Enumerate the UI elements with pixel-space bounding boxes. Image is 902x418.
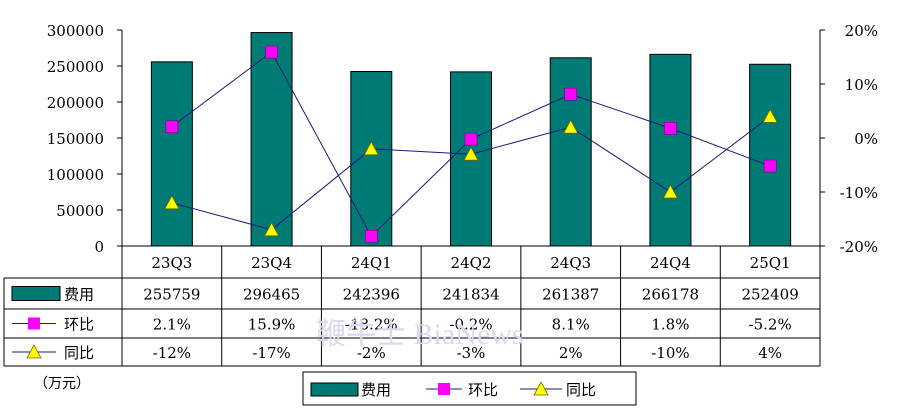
table-cell: -5.2% xyxy=(749,316,792,334)
mom-point xyxy=(763,159,777,173)
yoy-point xyxy=(363,140,379,156)
table-cell: 2.1% xyxy=(153,316,191,334)
table-cell: 296465 xyxy=(243,286,300,304)
table-cell: -10% xyxy=(651,344,689,362)
table-key-square xyxy=(28,317,40,330)
legend-key-triangle xyxy=(533,381,549,396)
mom-point xyxy=(365,230,378,243)
category-label: 24Q4 xyxy=(650,254,691,272)
table-cell: 266178 xyxy=(642,286,699,304)
right-tick-label: 10% xyxy=(845,76,878,94)
left-tick-label: 100000 xyxy=(47,166,104,184)
table-cell: -18.2% xyxy=(345,316,398,334)
table-cell: 261387 xyxy=(542,286,599,304)
table-key-triangle xyxy=(26,344,42,359)
table-key-bar xyxy=(11,286,61,301)
table-cell: 15.9% xyxy=(248,316,296,334)
bar xyxy=(649,53,692,247)
legend-key-bar xyxy=(310,382,359,397)
bar xyxy=(350,70,393,247)
table-row-label: 费用 xyxy=(64,286,94,304)
table-cell: 241834 xyxy=(442,286,499,304)
right-tick-label: 20% xyxy=(845,22,878,40)
table-cell: 4% xyxy=(758,344,782,362)
category-label: 23Q3 xyxy=(151,254,192,272)
mom-point xyxy=(265,45,278,59)
yoy-point xyxy=(662,184,679,199)
legend-key-square xyxy=(438,383,450,395)
mom-point xyxy=(664,122,677,135)
left-tick-label: 150000 xyxy=(47,130,104,148)
legend-label: 费用 xyxy=(361,381,391,399)
watermark-text: 鞭牛士 BiaNews xyxy=(316,318,523,351)
bar xyxy=(549,57,592,247)
mom-point xyxy=(564,88,577,101)
table-cell: 252409 xyxy=(742,286,799,304)
table-row-label: 环比 xyxy=(64,316,94,334)
table-cell: 2% xyxy=(559,344,583,362)
yoy-point xyxy=(463,146,479,161)
left-tick-label: 300000 xyxy=(47,22,104,40)
table-row-label: 同比 xyxy=(64,344,94,362)
table-cell: -3% xyxy=(457,344,486,362)
right-tick-label: -20% xyxy=(840,238,878,256)
bar xyxy=(150,61,193,247)
yoy-point xyxy=(563,119,579,134)
yoy-point xyxy=(164,194,180,210)
unit-label: （万元） xyxy=(34,376,90,392)
table-cell: 1.8% xyxy=(651,316,689,334)
left-tick-label: 50000 xyxy=(56,202,104,220)
mom-point xyxy=(165,120,179,133)
bar xyxy=(749,63,792,247)
category-label: 23Q4 xyxy=(251,254,292,272)
yoy-point xyxy=(263,221,280,237)
table-cell: 242396 xyxy=(343,286,400,304)
table-cell: -17% xyxy=(252,344,290,362)
right-tick-label: -10% xyxy=(840,184,878,202)
left-tick-label: 0 xyxy=(94,238,104,256)
category-label: 24Q2 xyxy=(451,254,492,272)
table-cell: 8.1% xyxy=(552,316,590,334)
yoy-point xyxy=(762,108,778,123)
category-label: 25Q1 xyxy=(750,254,791,272)
table-cell: 255759 xyxy=(143,286,200,304)
legend-label: 环比 xyxy=(468,381,498,399)
mom-point xyxy=(464,132,478,146)
table-cell: -12% xyxy=(153,344,191,362)
legend-label: 同比 xyxy=(566,381,596,399)
bar xyxy=(250,32,293,247)
category-label: 24Q3 xyxy=(550,254,591,272)
table-cell: -2% xyxy=(357,344,386,362)
left-tick-label: 200000 xyxy=(47,94,104,112)
category-label: 24Q1 xyxy=(351,254,392,272)
right-tick-label: 0% xyxy=(854,130,878,148)
left-tick-label: 250000 xyxy=(47,58,104,76)
table-cell: -0.2% xyxy=(449,316,492,334)
